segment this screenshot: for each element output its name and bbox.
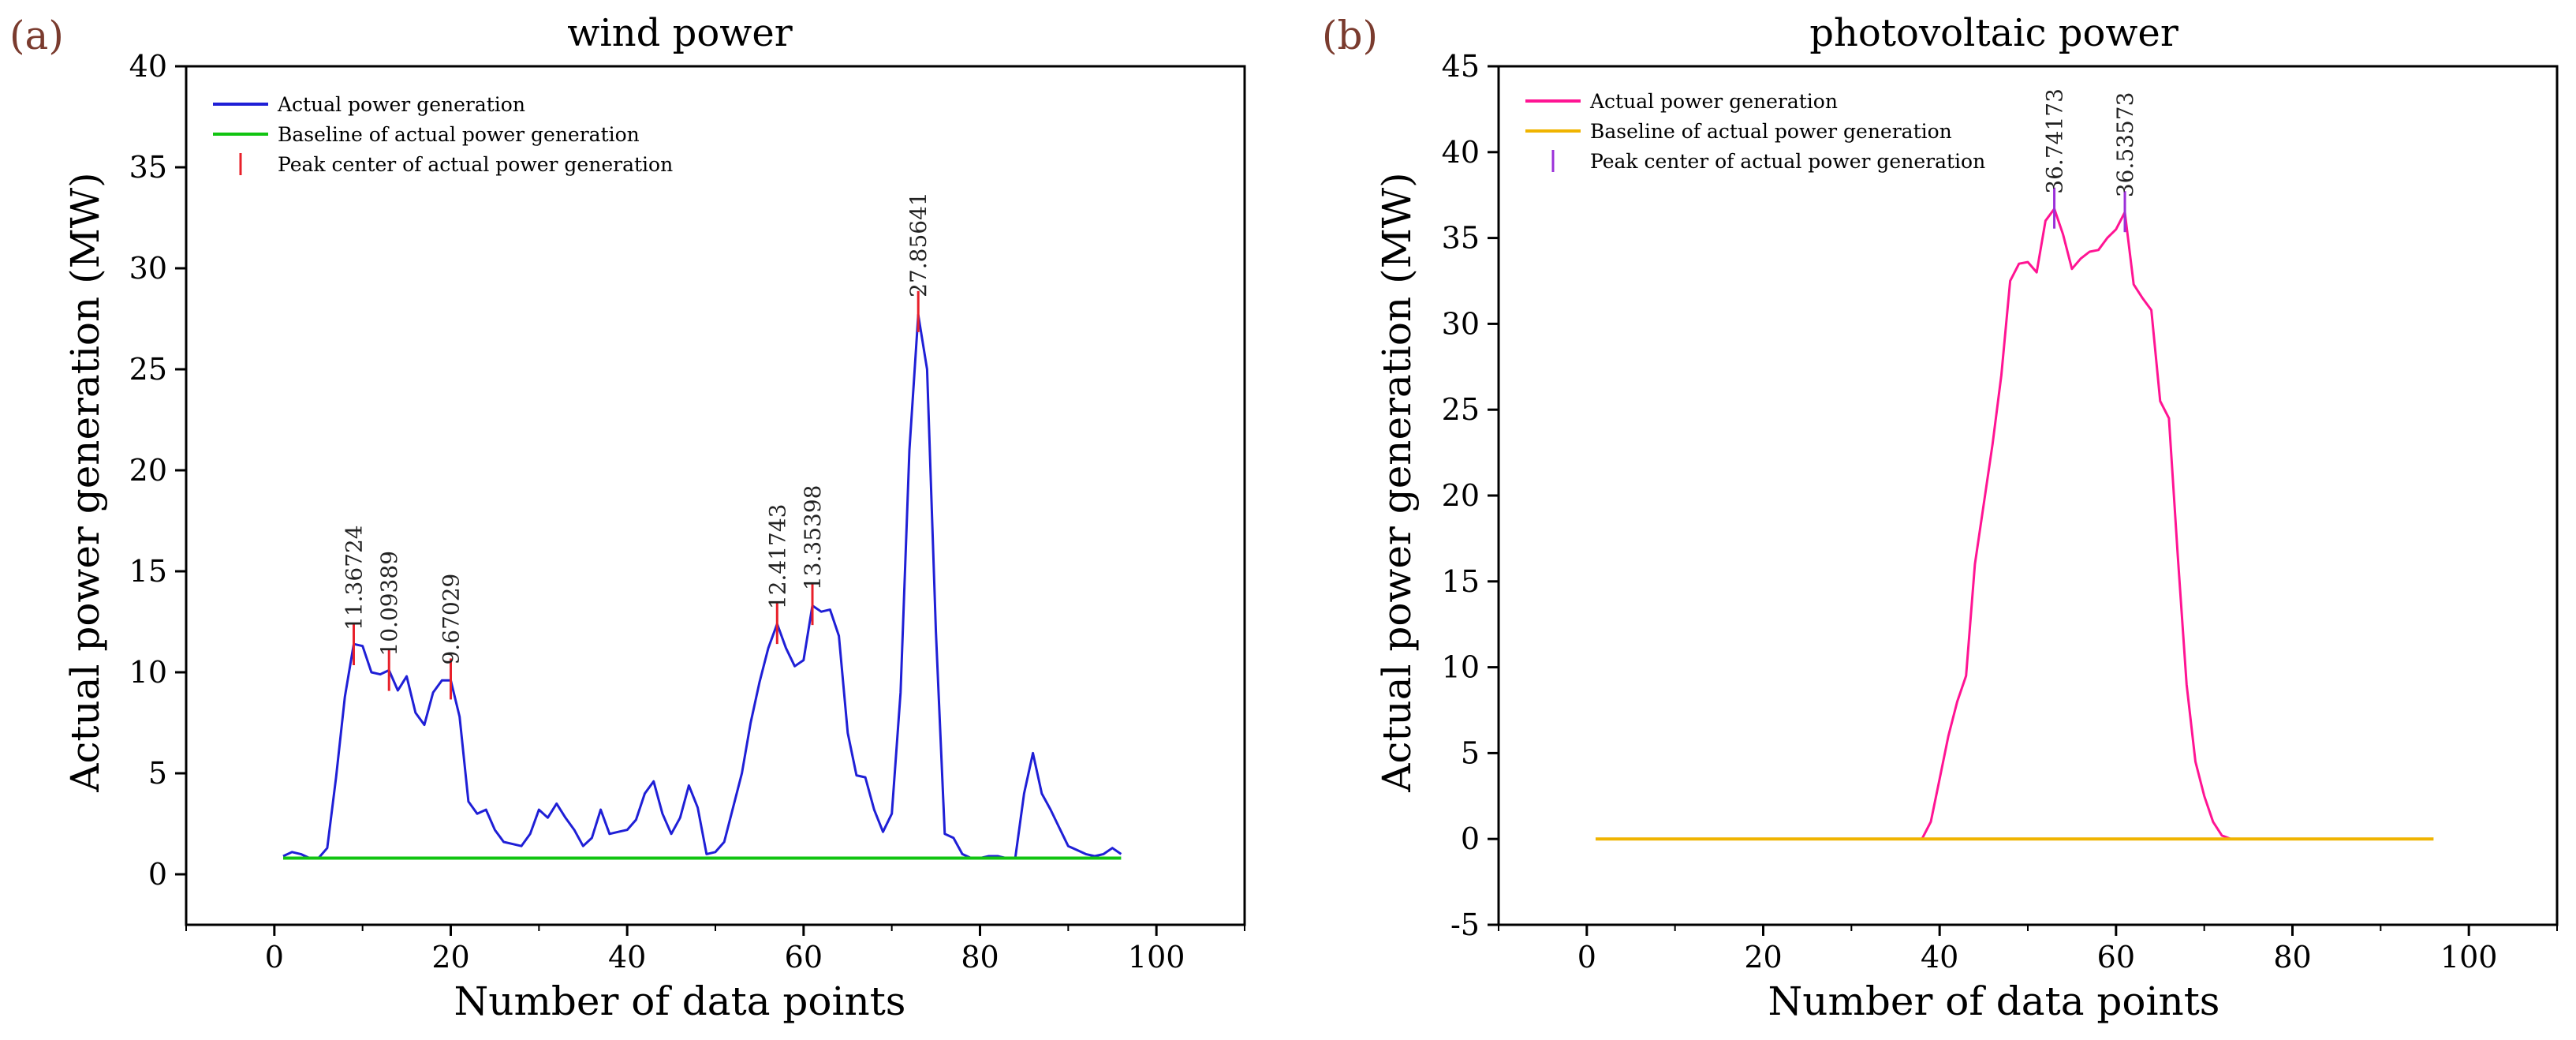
peak-value-label: 10.09389 xyxy=(376,551,402,657)
x-axis-label: Number of data points xyxy=(454,978,906,1024)
x-tick-label: 80 xyxy=(2273,940,2311,975)
actual-power-line xyxy=(282,313,1122,859)
peak-value-label: 36.53573 xyxy=(2112,92,2138,198)
peak-value-label: 13.35398 xyxy=(800,485,826,591)
chart-title: wind power xyxy=(567,11,792,55)
chart-panel-wind: (a) wind power Number of data points Act… xyxy=(9,11,1246,1024)
legend-label: Baseline of actual power generation xyxy=(278,123,640,146)
x-tick-label: 20 xyxy=(431,940,469,975)
y-tick-label: 30 xyxy=(1442,306,1480,341)
y-tick-label: 10 xyxy=(1442,650,1480,685)
actual-power-line xyxy=(1921,208,2231,840)
y-tick-label: 25 xyxy=(129,352,167,387)
y-tick-label: 25 xyxy=(1442,392,1480,427)
y-axis-label: Actual power generation (MW) xyxy=(62,172,108,792)
y-tick-label: 0 xyxy=(148,857,167,892)
x-axis-label: Number of data points xyxy=(1768,978,2220,1024)
peak-value-label: 27.85641 xyxy=(905,192,931,297)
x-tick-label: 40 xyxy=(608,940,646,975)
legend-label: Actual power generation xyxy=(1589,90,1838,113)
x-tick-label: 100 xyxy=(2440,940,2498,975)
y-tick-label: 20 xyxy=(129,453,167,488)
x-tick-label: 40 xyxy=(1921,940,1958,975)
y-tick-label: 40 xyxy=(129,49,167,84)
plot-frame xyxy=(185,65,1246,926)
y-tick-label: 10 xyxy=(129,655,167,690)
y-tick-label: 15 xyxy=(1442,564,1480,599)
chart-title: photovoltaic power xyxy=(1809,11,2178,55)
y-tick-label: 35 xyxy=(129,150,167,185)
legend-label: Baseline of actual power generation xyxy=(1590,120,1952,143)
x-tick-label: 20 xyxy=(1744,940,1782,975)
legend-label: Actual power generation xyxy=(277,93,525,116)
peak-value-label: 11.36724 xyxy=(341,525,367,630)
legend-label: Peak center of actual power generation xyxy=(278,153,673,176)
x-tick-label: 100 xyxy=(1128,940,1185,975)
x-tick-label: 0 xyxy=(265,940,284,975)
peak-value-label: 12.41743 xyxy=(764,504,790,610)
peak-value-label: 36.74173 xyxy=(2042,88,2068,194)
y-tick-label: 45 xyxy=(1442,49,1480,84)
y-tick-label: -5 xyxy=(1450,907,1480,942)
legend-label: Peak center of actual power generation xyxy=(1590,150,1985,173)
panel-label: (b) xyxy=(1322,13,1378,58)
y-tick-label: 5 xyxy=(148,756,167,791)
peak-value-label: 9.67029 xyxy=(439,574,465,665)
x-tick-label: 80 xyxy=(961,940,999,975)
y-tick-label: 0 xyxy=(1461,821,1480,856)
y-tick-label: 5 xyxy=(1461,735,1480,770)
y-tick-label: 35 xyxy=(1442,221,1480,256)
y-tick-label: 30 xyxy=(129,251,167,286)
plot-frame xyxy=(1497,65,2559,926)
y-tick-label: 20 xyxy=(1442,478,1480,513)
x-tick-label: 0 xyxy=(1577,940,1596,975)
x-tick-label: 60 xyxy=(2097,940,2135,975)
x-tick-label: 60 xyxy=(785,940,823,975)
y-axis-label: Actual power generation (MW) xyxy=(1374,172,1420,792)
chart-panel-photovoltaic: (b) photovoltaic power Number of data po… xyxy=(1322,11,2559,1024)
panel-label: (a) xyxy=(9,13,64,58)
y-tick-label: 40 xyxy=(1442,135,1480,170)
y-tick-label: 15 xyxy=(129,554,167,589)
